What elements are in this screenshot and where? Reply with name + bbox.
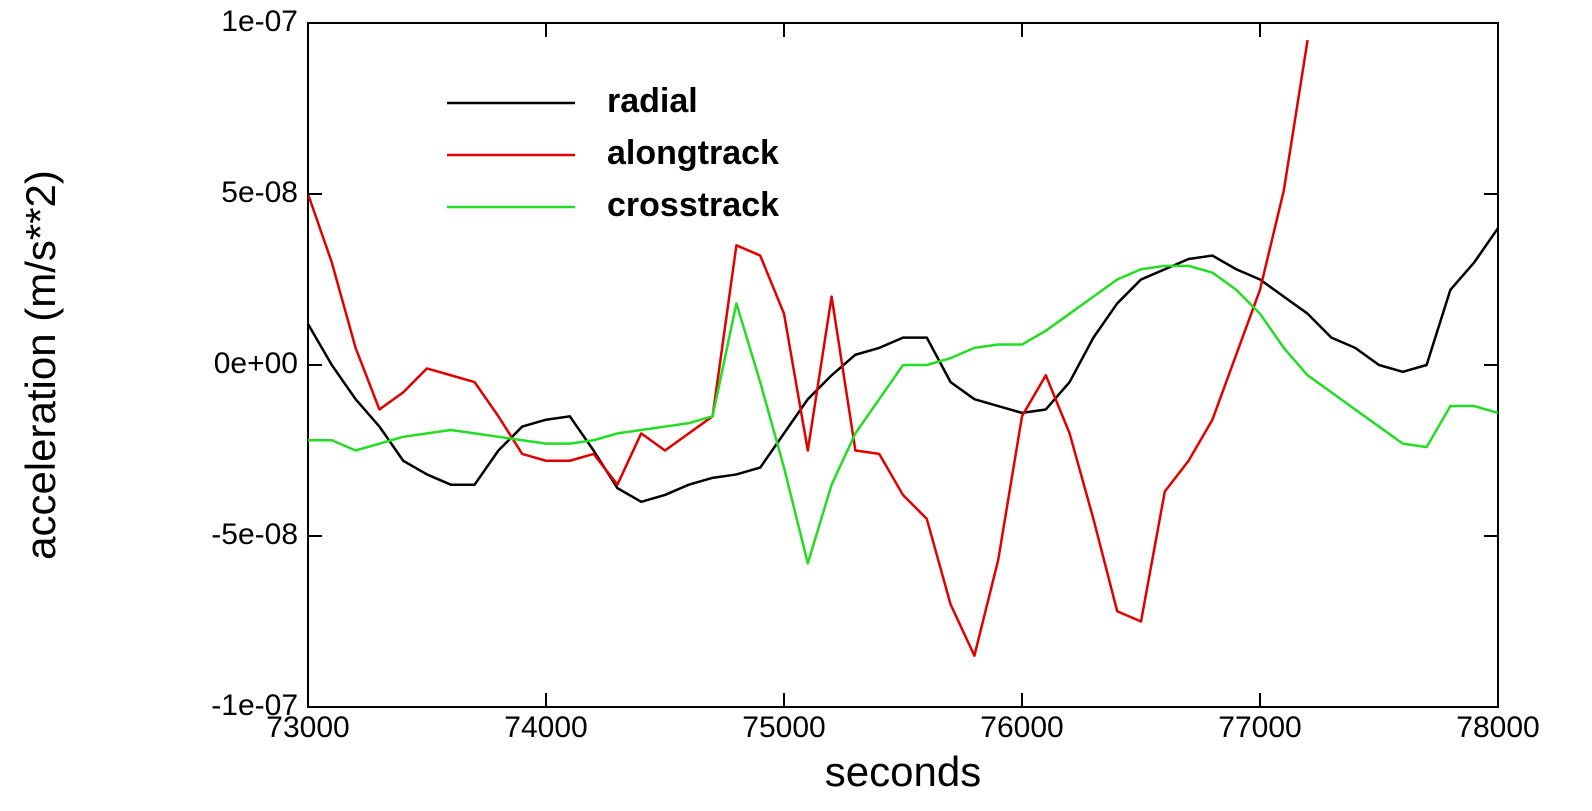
series-line (308, 39, 1309, 657)
legend-label: radial (607, 82, 698, 120)
y-tick-label: 1e-07 (221, 5, 298, 38)
y-tick-label: -1e-07 (211, 689, 298, 722)
x-tick-label: 77000 (1218, 711, 1301, 744)
series-line (308, 227, 1498, 504)
plot-lines (308, 39, 1498, 657)
y-tick-label: 0e+00 (214, 347, 298, 380)
series-line (308, 264, 1498, 565)
legend-label: alongtrack (607, 134, 779, 172)
x-tick-label: 73000 (266, 711, 349, 744)
y-axis-label: acceleration (m/s**2) (17, 170, 64, 560)
y-tick-label: 5e-08 (221, 176, 298, 209)
x-tick-label: 78000 (1456, 711, 1539, 744)
x-tick-label: 76000 (980, 711, 1063, 744)
x-tick-label: 75000 (742, 711, 825, 744)
legend-label: crosstrack (607, 186, 779, 224)
x-axis-label: seconds (825, 748, 981, 795)
x-tick-label: 74000 (504, 711, 587, 744)
y-tick-label: -5e-08 (211, 518, 298, 551)
